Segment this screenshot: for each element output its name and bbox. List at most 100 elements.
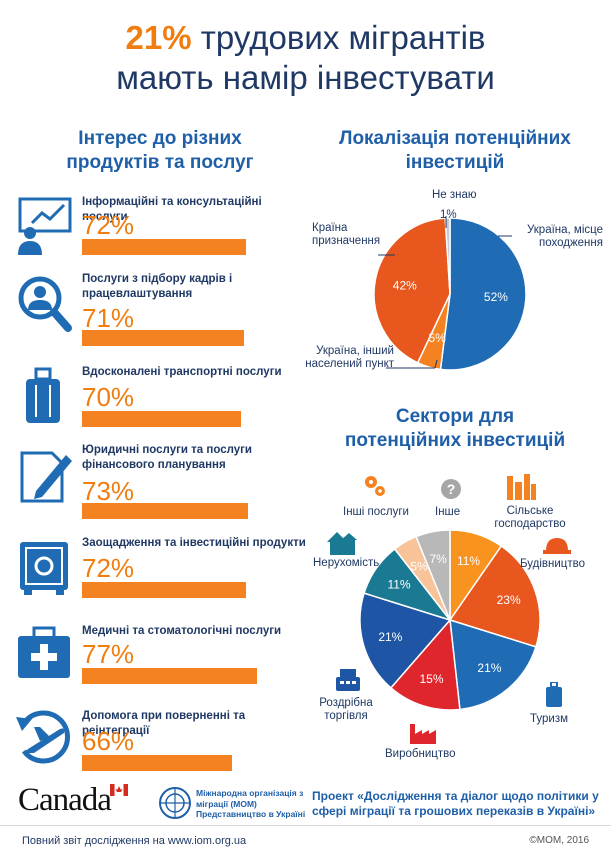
question-mark-icon: ? [441,479,461,499]
hard-hat-icon [543,538,571,554]
document-pen-icon [20,451,72,503]
canada-flag-icon [110,784,128,796]
pie2-heading-line1: Сектори для [395,406,515,427]
pie2-heading: Сектори для потенційних інвестицій [310,405,600,453]
pie1-slice-label: 52% [484,290,508,304]
service-bar [82,668,257,684]
pie2-slice-label: 5% [410,559,428,573]
service-bar [82,755,232,771]
pie2-label-agriculture: Сільське господарство [480,505,580,531]
pie2-slice [359,592,452,689]
gears-phone-icon [365,476,385,496]
houses-icon [327,532,357,555]
pie1-label-dont-know-pct: 1% [440,209,457,221]
person-search-icon [18,276,72,332]
left-section-heading: Інтерес до різних продуктів та послуг [40,127,280,175]
service-label: Інформаційні та консультаційні послуги [82,196,262,223]
pie1-origin-line1: Україна, місце [526,224,603,236]
pie1-slice [444,217,451,295]
service-bar [82,503,248,519]
pie2-slice-label: 11% [457,554,480,568]
pie2-slice [449,618,537,711]
pie2-slice [389,618,461,711]
pie2-slice-label: 21% [477,661,501,675]
pie2-slice-label: 21% [378,630,402,644]
pie2-label-retail: Роздрібна торгівля [316,697,376,723]
pie1-origin-line2: походження [539,237,603,249]
pie1-slice [373,217,451,364]
pie1-dest-line1: Країна [312,222,348,234]
pie2-label-other: Інше [435,506,461,518]
service-bar [82,411,241,427]
pie1-label-origin: Україна, місце походження [503,224,603,250]
luggage-icon [546,682,562,707]
pie1-label-other-city: Україна, інший населений пункт [296,345,394,371]
pie2-label-other-services: Інші послуги [343,506,409,518]
copyright: ©МОМ, 2016 [529,835,589,846]
service-label: Медичні та стоматологічні послуги [82,625,282,637]
pie2-agri-line2: господарство [494,518,566,530]
cash-register-icon [336,669,360,691]
pie1-leader-other-tick [434,359,438,369]
title-highlight: 21% [125,19,192,56]
service-item: Заощадження та інвестиційні продукти 72% [14,536,306,618]
pie2-slice-label: 7% [429,552,447,566]
service-item: Вдосконалені транспортні послуги 70% [14,365,304,447]
left-heading-line1: Інтерес до різних [78,128,242,149]
pie1-label-destination: Країна призначення [312,222,380,248]
service-value: 77% [82,639,135,669]
title-line1: трудових мігрантів [200,19,486,56]
service-bar [82,239,246,255]
pie2-slice [448,544,541,648]
plane-return-icon [16,710,70,764]
pie2-slice-label: 11% [387,578,410,592]
pie1-label-dont-know: Не знаю [432,189,477,201]
iom-name: Міжнародна організація з міграції (МОМ) … [196,788,306,819]
service-bar [82,330,244,346]
factory-icon [410,724,436,744]
pie2-agri-line1: Сільське [506,505,554,517]
pie2-retail-line2: торгівля [324,710,368,722]
main-title: 21% трудових мігрантів мають намір інвес… [0,18,611,98]
service-label: Послуги з підбору кадрів і працевлаштува… [82,273,233,300]
pie2-label-real-estate: Нерухомість [313,557,380,569]
service-label: Юридичні послуги та послуги фінансового … [82,444,253,471]
service-label: Допомога при поверненні та реінтеграції [82,710,246,737]
pie1-heading: Локалізація потенційних інвестицій [310,127,600,175]
service-item: Послуги з підбору кадрів і працевлаштува… [14,272,304,354]
canada-wordmark: Canada [18,782,112,818]
location-pie-chart: 52% 5% 42% [373,216,527,371]
pie1-heading-line1: Локалізація потенційних [339,128,571,149]
pie2-label-construction: Будівництво [520,558,586,570]
suitcase-icon [26,367,60,423]
service-value: 66% [82,726,135,756]
service-value: 72% [82,210,135,240]
pie1-heading-line2: інвестицій [405,152,505,173]
title-line2: мають намір інвестувати [116,59,495,96]
svg-text:?: ? [447,481,456,497]
service-value: 71% [82,303,135,333]
medical-kit-icon [18,626,70,678]
report-link-text: Повний звіт дослідження на www.iom.org.u… [22,835,247,847]
pie1-slice-label: 5% [428,331,446,345]
pie1-slice-label: 42% [393,278,417,292]
pie2-heading-line2: потенційних інвестицій [344,430,566,451]
pie2-label-manufacturing: Виробництво [385,748,456,760]
project-title: Проект «Дослідження та діалог щодо політ… [312,789,599,818]
service-bar [82,582,246,598]
service-value: 72% [82,553,135,583]
service-item: Юридичні послуги та послуги фінансового … [14,443,304,525]
service-value: 73% [82,476,135,506]
presentation-board-icon [18,197,72,255]
pie2-label-tourism: Туризм [530,713,568,725]
service-label: Вдосконалені транспортні послуги [82,366,282,378]
left-heading-line2: продуктів та послуг [66,152,254,173]
pie2-slice [415,529,451,621]
iom-logo-icon [159,787,191,819]
service-item: Інформаційні та консультаційні послуги 7… [14,193,304,275]
pie2-retail-line1: Роздрібна [319,697,373,709]
service-value: 70% [82,382,135,412]
pie1-slice [439,217,527,371]
service-item: Медичні та стоматологічні послуги 77% [14,622,304,704]
pie1-other-line1: Україна, інший [316,345,394,357]
